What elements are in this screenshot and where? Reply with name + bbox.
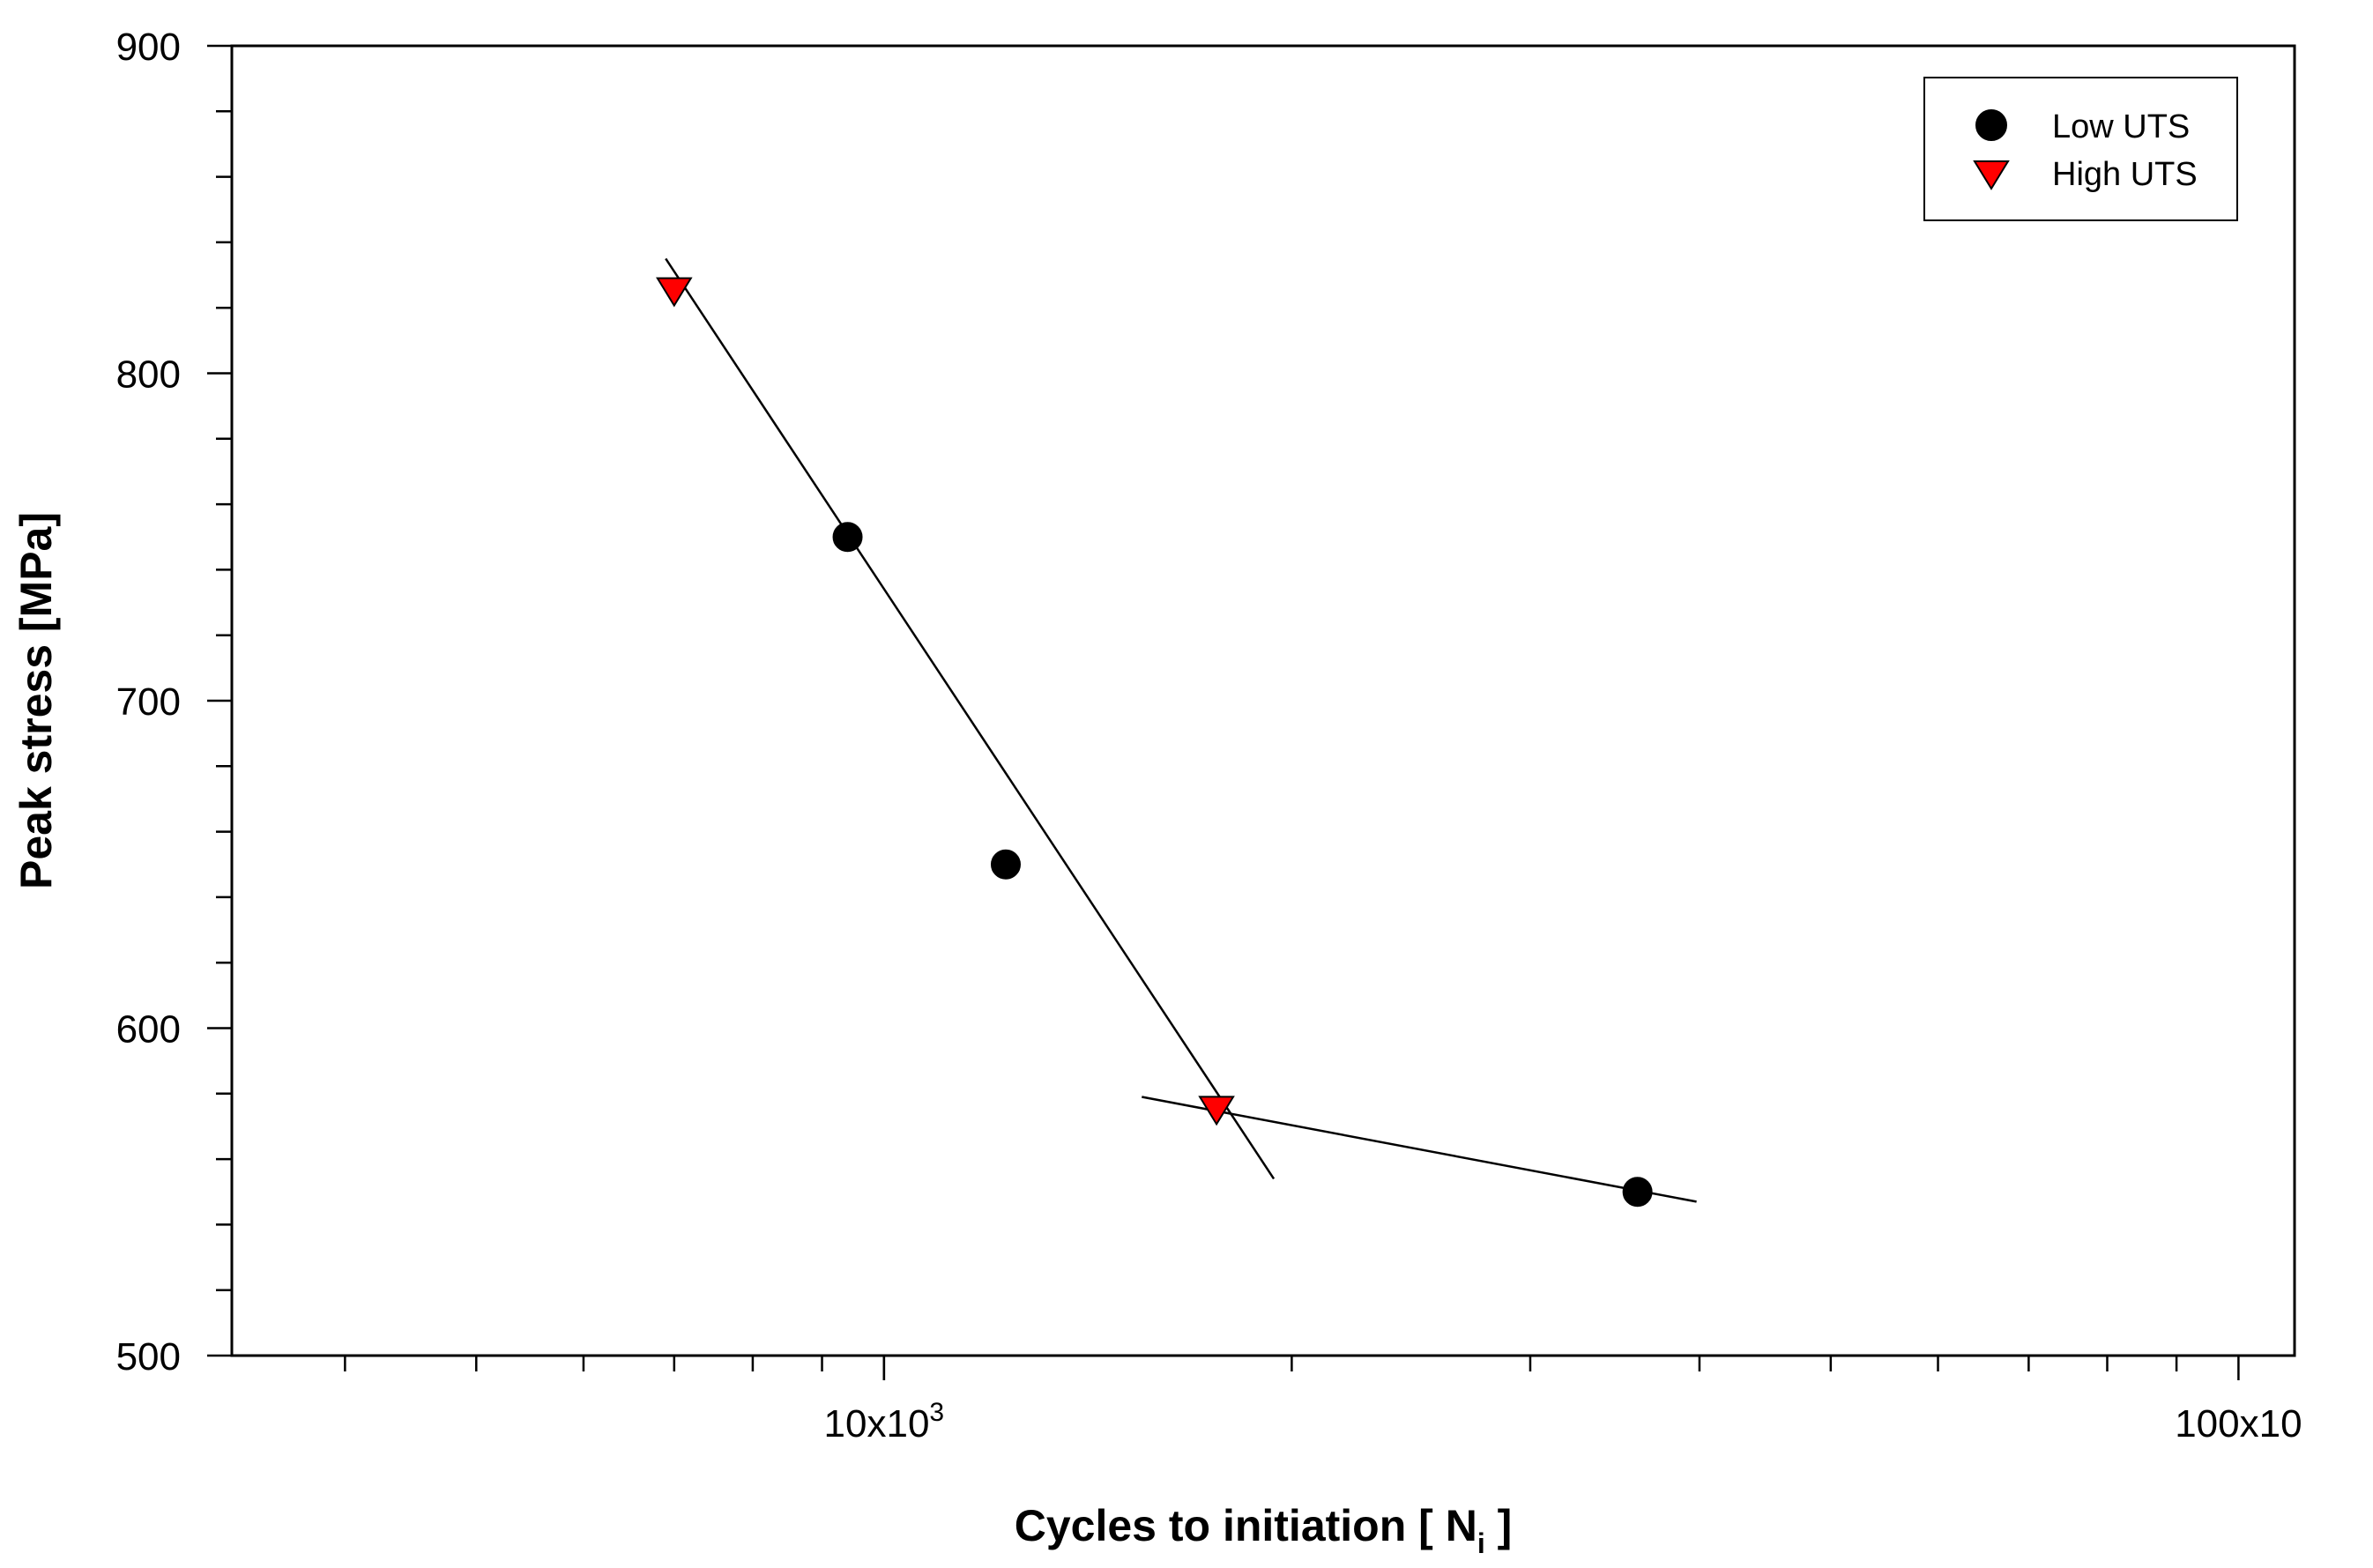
legend-label-low-uts: Low UTS [2052, 108, 2190, 145]
legend: Low UTS High UTS [1923, 77, 2238, 221]
y-tick-label: 500 [116, 1335, 181, 1379]
point-low-uts [1622, 1177, 1653, 1208]
point-low-uts [832, 522, 863, 553]
y-axis-title: Peak stress [MPa] [11, 512, 61, 889]
point-low-uts [990, 849, 1021, 880]
legend-box [1923, 77, 2238, 221]
point-high-uts [656, 277, 693, 308]
legend-marker-high-uts [1973, 160, 2010, 190]
y-axis-ticks: 500 600 700 800 900 [116, 26, 232, 1379]
y-tick-label: 600 [116, 1008, 181, 1052]
x-axis-title: Cycles to initiation [ Ni ] [1015, 1501, 1513, 1559]
fit-lines [665, 257, 1697, 1203]
data-points [656, 277, 1653, 1208]
x-tick-label: 10x103 [824, 1398, 945, 1445]
legend-label-high-uts: High UTS [2052, 156, 2198, 193]
y-tick-label: 700 [116, 680, 181, 724]
x-axis-ticks: 10x103 100x10 [344, 1356, 2302, 1445]
fit-line [665, 257, 1276, 1180]
x-tick-label: 100x10 [2175, 1402, 2302, 1445]
y-tick-label: 800 [116, 353, 181, 397]
fit-line [1142, 1096, 1697, 1203]
y-tick-label: 900 [116, 26, 181, 69]
point-high-uts [1198, 1096, 1235, 1126]
legend-marker-low-uts [1975, 109, 2007, 141]
plot-frame [230, 44, 2296, 1357]
